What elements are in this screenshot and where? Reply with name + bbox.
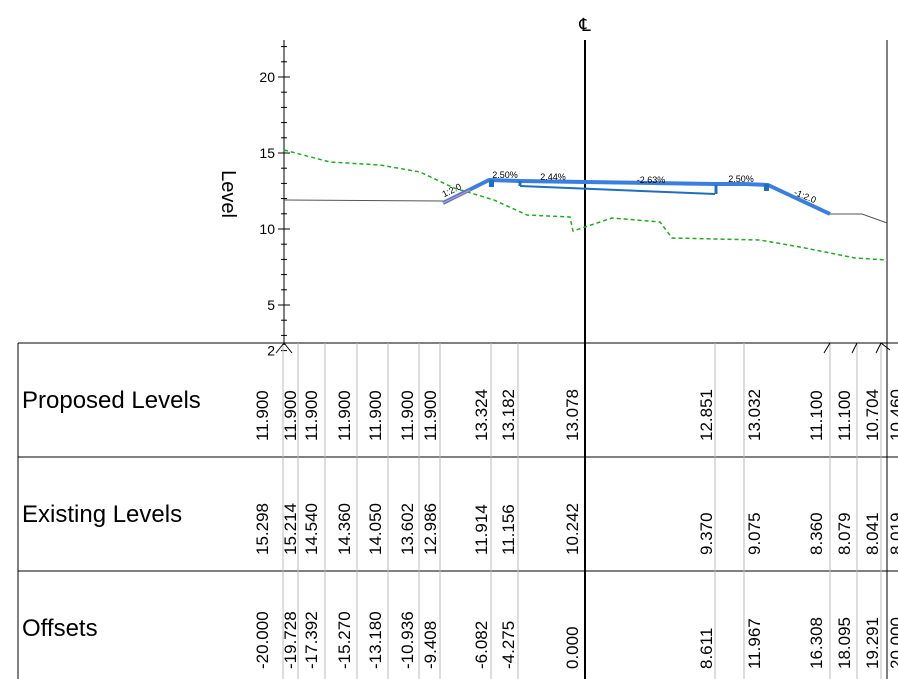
table-cell: 10.242 xyxy=(563,503,582,555)
table-cell: 11.900 xyxy=(421,390,440,441)
table-cell: 16.308 xyxy=(807,617,826,669)
table-cell: 11.967 xyxy=(745,618,764,669)
existing-surface-line-left xyxy=(283,199,445,202)
table-cell: -20.000 xyxy=(253,611,272,669)
row-label: Existing Levels xyxy=(22,501,182,528)
table-cell: 9.370 xyxy=(697,512,716,555)
table-cell: 19.291 xyxy=(863,617,882,669)
table-cell: 20.000 xyxy=(887,617,898,669)
table-cell: 11.900 xyxy=(398,390,417,441)
table-cell: 13.182 xyxy=(499,389,518,441)
table-cell: 11.156 xyxy=(499,504,518,555)
y-tick-label: 20 xyxy=(259,69,275,85)
level-axis: 20 15 10 5 2 xyxy=(259,40,290,359)
table-cell: 14.360 xyxy=(335,503,354,555)
table-cell: 13.032 xyxy=(745,389,764,441)
station-marker xyxy=(275,342,293,354)
table-cell: 14.050 xyxy=(366,503,385,555)
slope-label: 2.50% xyxy=(728,174,754,184)
table-cell: 13.078 xyxy=(563,389,582,441)
table-cell: 11.900 xyxy=(302,390,321,441)
pavement-bottom-line xyxy=(519,185,716,195)
y-tick-label: 15 xyxy=(259,145,275,161)
table-cell: -6.082 xyxy=(472,621,491,669)
table-cell: 12.986 xyxy=(421,503,440,555)
existing-surface-line-right xyxy=(830,213,888,224)
table-cell: 11.914 xyxy=(472,504,491,555)
slope-label: -2.63% xyxy=(637,175,666,185)
kerb-marker xyxy=(489,180,494,187)
table-cell: 0.000 xyxy=(563,626,582,669)
table-cell: -10.936 xyxy=(398,611,417,669)
table-cell: 11.100 xyxy=(835,390,854,441)
table-cell: 14.540 xyxy=(302,503,321,555)
table-cell: 11.900 xyxy=(366,390,385,441)
table-cell: 15.298 xyxy=(253,503,272,555)
table-cell: 8.041 xyxy=(863,512,882,555)
table-cell: -17.392 xyxy=(302,611,321,669)
proposed-levels-line xyxy=(442,178,831,216)
row-label: Proposed Levels xyxy=(22,387,201,414)
station-marker xyxy=(823,342,891,354)
y-tick-label: 10 xyxy=(259,221,275,237)
table-cell: -19.728 xyxy=(281,611,300,669)
table-cell: 8.079 xyxy=(835,512,854,555)
table-cell: 18.095 xyxy=(835,617,854,669)
existing-levels-line xyxy=(283,149,888,261)
table-cell: 8.019 xyxy=(887,512,898,555)
table-cell: 15.214 xyxy=(281,503,300,555)
table-cell: 8.611 xyxy=(697,628,716,669)
level-axis-title: Level xyxy=(217,170,239,218)
table-cell: 11.900 xyxy=(281,390,300,441)
y-tick-label: 5 xyxy=(267,297,275,313)
profiles: 1:2.02.50% 2.44% -2.63% 2.50%-1:2.0 xyxy=(283,149,888,261)
table-cell: 10.704 xyxy=(863,389,882,441)
slope-label: 2.50% xyxy=(492,170,518,180)
centerline-symbol: ℄ xyxy=(578,15,591,36)
table-cell: -15.270 xyxy=(335,611,354,669)
table-cell: -4.275 xyxy=(499,621,518,669)
y-tick-label: 2 xyxy=(267,343,275,359)
table-cell: 11.900 xyxy=(335,390,354,441)
table-cell: 13.602 xyxy=(398,503,417,555)
batter-edge xyxy=(442,189,471,204)
table-cell: -13.180 xyxy=(366,611,385,669)
table-cell: 11.100 xyxy=(807,390,826,441)
table-cell: 9.075 xyxy=(745,512,764,555)
data-table: Proposed Levels 11.900 11.900 11.900 11.900 1… xyxy=(17,342,898,679)
table-cell: 8.360 xyxy=(807,512,826,555)
kerb-marker xyxy=(764,184,769,191)
table-cell: 13.324 xyxy=(472,389,491,441)
table-cell: -9.408 xyxy=(421,621,440,669)
row-label: Offsets xyxy=(22,615,98,642)
table-cell: 10.460 xyxy=(887,389,898,441)
slope-label: 2.44% xyxy=(540,172,566,182)
table-cell: 12.851 xyxy=(697,389,716,441)
table-cell: 11.900 xyxy=(253,390,272,441)
